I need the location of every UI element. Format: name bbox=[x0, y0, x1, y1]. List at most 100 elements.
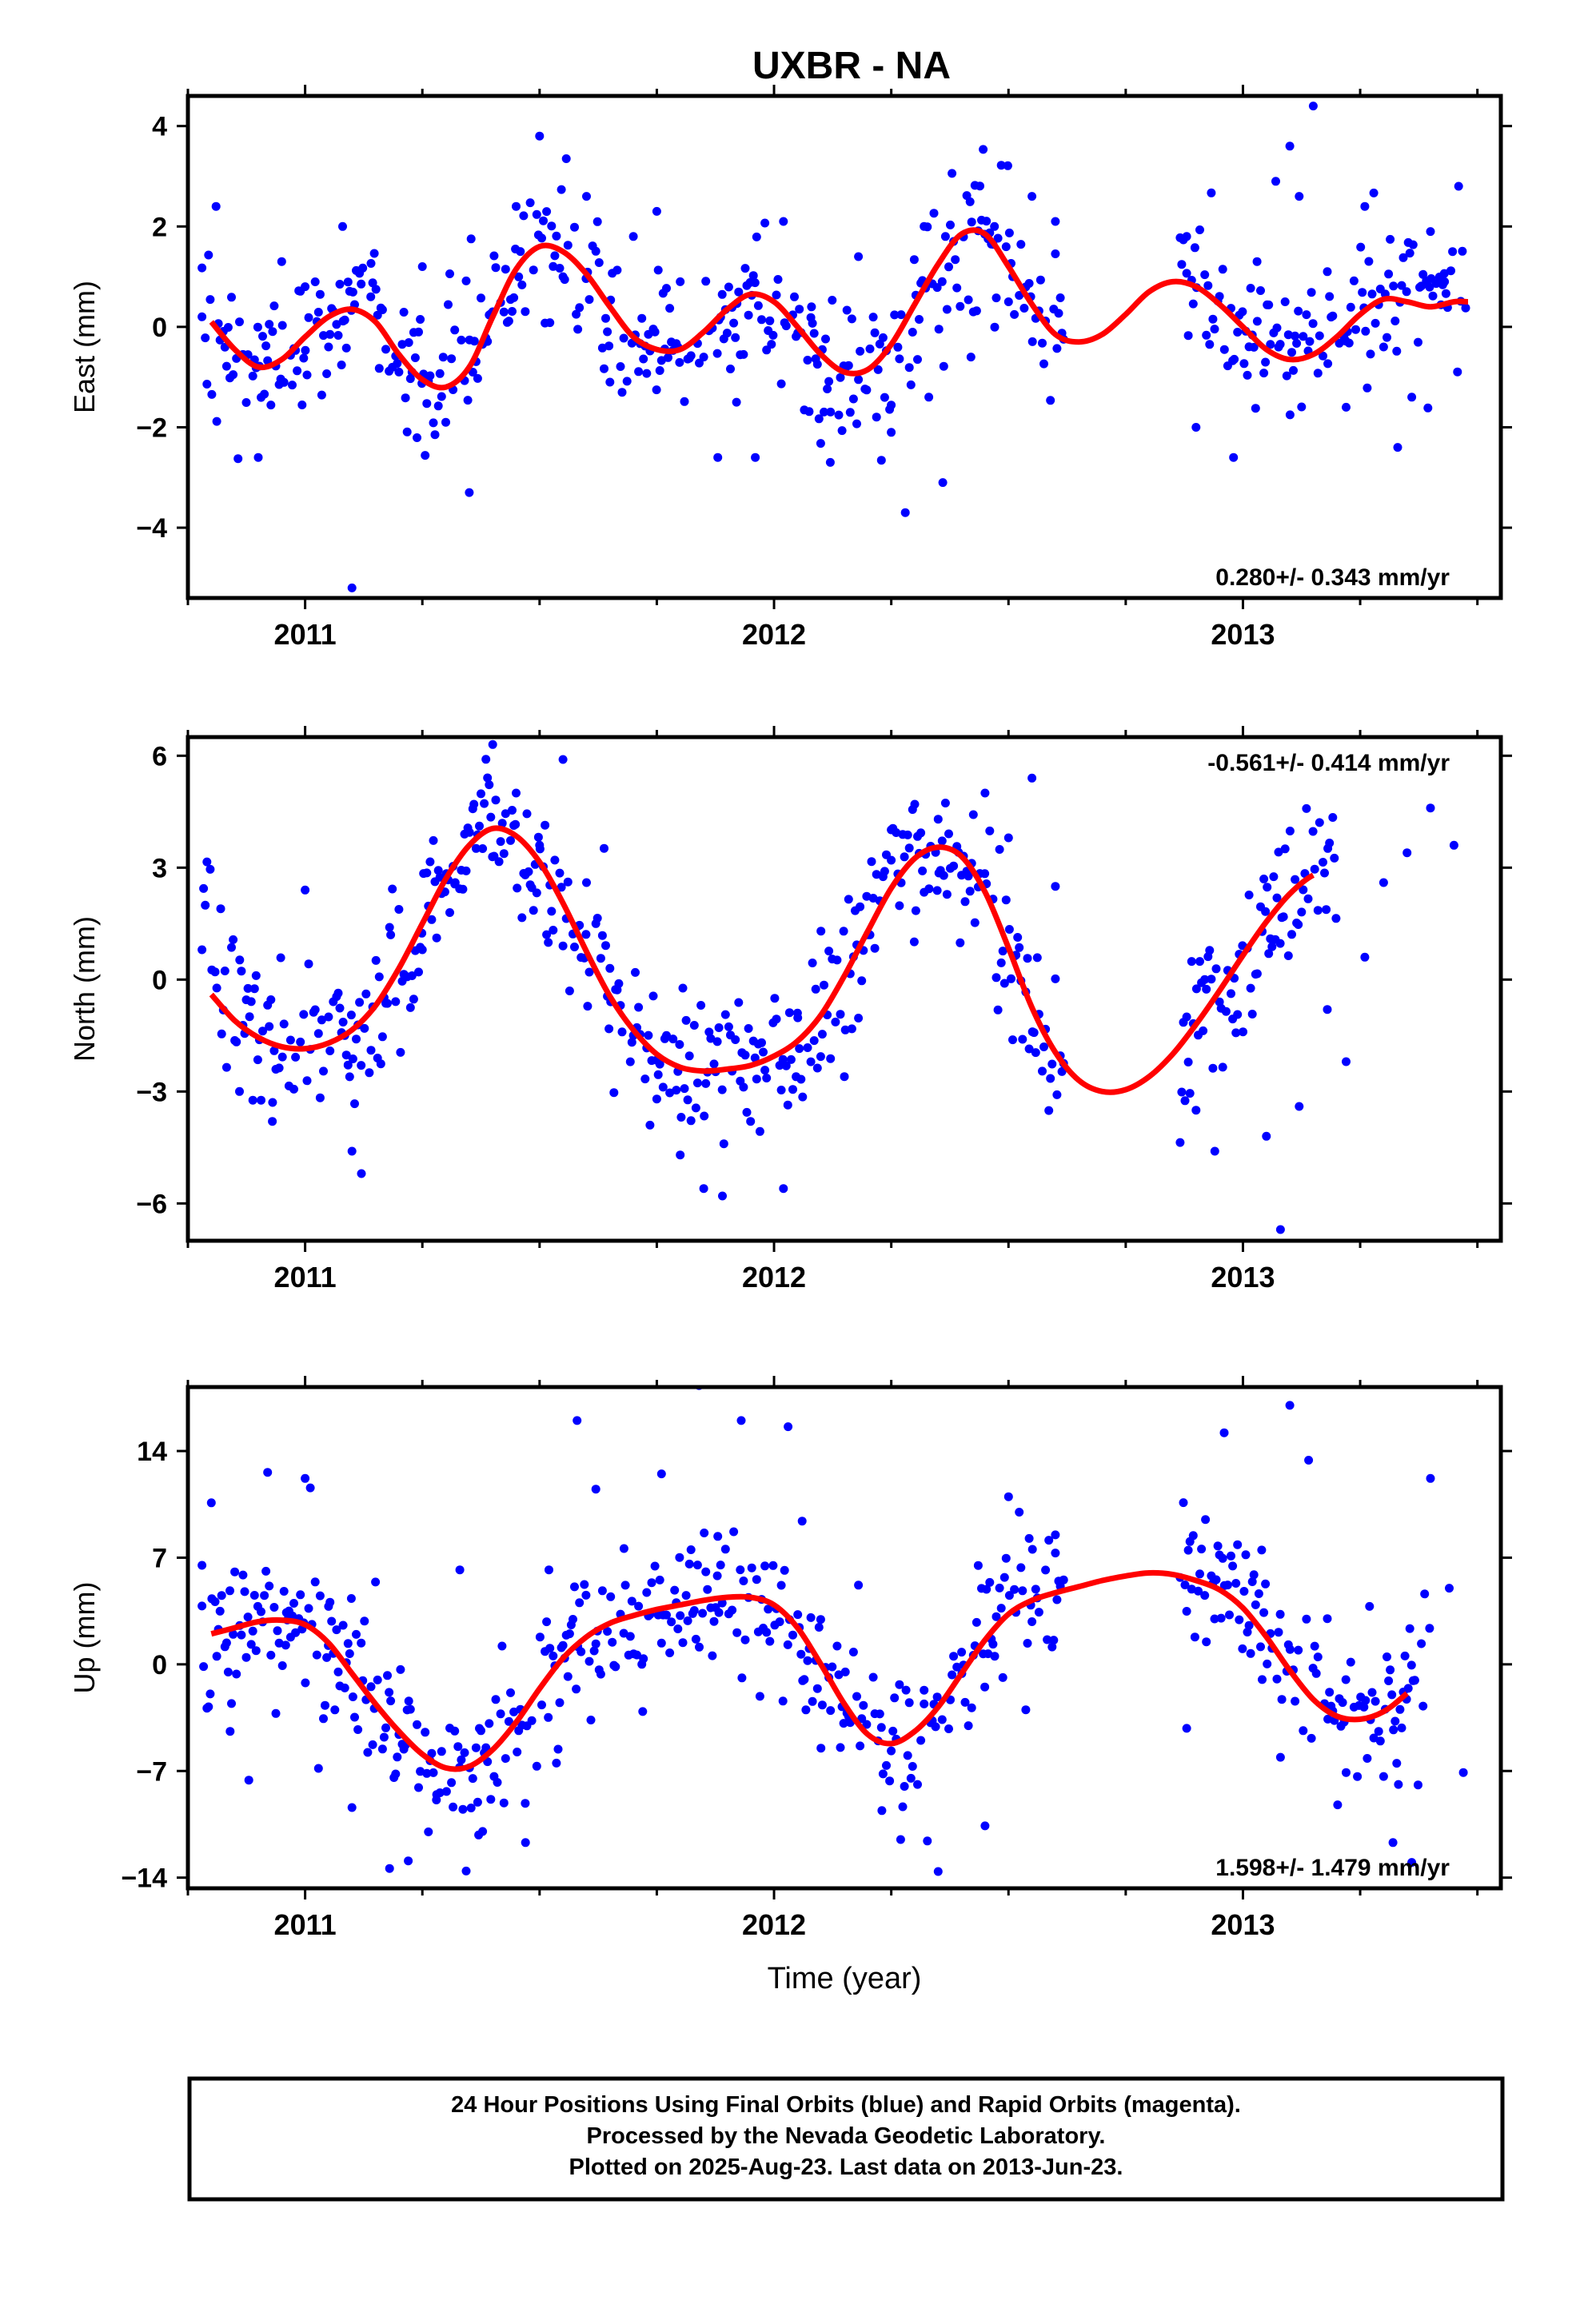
scatter-point bbox=[797, 1517, 807, 1526]
scatter-point bbox=[696, 1001, 706, 1010]
scatter-point bbox=[366, 259, 376, 268]
scatter-point bbox=[776, 1086, 786, 1094]
scatter-point bbox=[620, 1581, 630, 1590]
scatter-point bbox=[475, 821, 484, 831]
scatter-point bbox=[245, 1012, 254, 1022]
x-tick-label: 2013 bbox=[1211, 1908, 1275, 1941]
scatter-point bbox=[1027, 192, 1037, 201]
scatter-point bbox=[916, 1736, 926, 1745]
scatter-point bbox=[814, 1623, 824, 1632]
scatter-point bbox=[1016, 1563, 1026, 1573]
scatter-point bbox=[909, 255, 919, 265]
scatter-point bbox=[285, 1035, 295, 1045]
scatter-point bbox=[856, 902, 865, 911]
scatter-point bbox=[976, 181, 984, 191]
scatter-point bbox=[202, 857, 212, 867]
scatter-point bbox=[900, 508, 910, 517]
scatter-point bbox=[1291, 331, 1300, 341]
scatter-point bbox=[343, 1639, 353, 1648]
scatter-point bbox=[1049, 1636, 1059, 1645]
scatter-point bbox=[1003, 297, 1013, 306]
scatter-point bbox=[1269, 872, 1279, 882]
scatter-point bbox=[322, 369, 332, 378]
scatter-point bbox=[585, 967, 594, 977]
scatter-point bbox=[469, 799, 479, 809]
scatter-point bbox=[1271, 177, 1280, 186]
y-tick-label: 6 bbox=[152, 741, 167, 771]
scatter-point bbox=[1283, 951, 1293, 960]
scatter-point bbox=[478, 844, 488, 853]
scatter-point bbox=[862, 1720, 872, 1729]
scatter-point bbox=[481, 1743, 491, 1752]
scatter-point bbox=[1239, 1587, 1249, 1596]
scatter-point bbox=[985, 1577, 995, 1587]
scatter-point bbox=[435, 872, 445, 882]
scatter-point bbox=[681, 1015, 691, 1025]
scatter-point bbox=[896, 310, 906, 320]
scatter-point bbox=[1264, 300, 1274, 309]
scatter-point bbox=[494, 857, 504, 867]
scatter-point bbox=[312, 1650, 321, 1660]
scatter-point bbox=[1038, 338, 1047, 348]
scatter-point bbox=[421, 1728, 430, 1737]
scatter-point bbox=[1449, 840, 1458, 850]
scatter-point bbox=[1379, 1772, 1388, 1781]
scatter-point bbox=[1041, 1565, 1051, 1575]
scatter-point bbox=[1367, 1688, 1377, 1697]
scatter-point bbox=[768, 1561, 778, 1570]
scatter-point bbox=[563, 1672, 573, 1681]
scatter-point bbox=[650, 1561, 660, 1571]
scatter-point bbox=[324, 1012, 333, 1022]
scatter-point bbox=[933, 1867, 943, 1876]
scatter-point bbox=[1239, 1027, 1247, 1037]
scatter-point bbox=[1389, 281, 1398, 291]
scatter-point bbox=[572, 1684, 581, 1694]
scatter-point bbox=[670, 1585, 680, 1595]
scatter-point bbox=[1407, 1858, 1417, 1868]
scatter-point bbox=[335, 1003, 345, 1013]
scatter-point bbox=[856, 1741, 865, 1751]
fit-curve bbox=[209, 825, 1315, 1095]
scatter-point bbox=[345, 1072, 354, 1082]
scatter-point bbox=[1052, 1595, 1062, 1604]
scatter-point bbox=[1414, 1780, 1422, 1790]
scatter-point bbox=[377, 305, 387, 314]
scatter-point bbox=[529, 906, 538, 915]
scatter-point bbox=[1249, 342, 1259, 352]
scatter-point bbox=[1047, 1059, 1057, 1069]
scatter-point bbox=[967, 217, 976, 227]
scatter-point bbox=[1205, 340, 1215, 349]
scatter-point bbox=[1275, 1225, 1285, 1234]
scatter-point bbox=[376, 1059, 385, 1069]
scatter-point bbox=[501, 809, 510, 819]
scatter-point bbox=[836, 373, 845, 382]
scatter-point bbox=[1295, 192, 1304, 201]
scatter-point bbox=[268, 1098, 277, 1107]
scatter-point bbox=[1177, 1087, 1187, 1097]
scatter-point bbox=[712, 349, 722, 358]
scatter-point bbox=[887, 401, 896, 410]
scatter-point bbox=[821, 334, 830, 344]
scatter-point bbox=[274, 1063, 284, 1073]
scatter-point bbox=[461, 276, 471, 285]
scatter-point bbox=[824, 377, 834, 386]
scatter-point bbox=[432, 933, 441, 943]
scatter-point bbox=[1218, 1062, 1227, 1072]
scatter-point bbox=[1231, 1028, 1241, 1038]
scatter-point bbox=[229, 370, 238, 380]
scatter-point bbox=[565, 987, 574, 995]
scatter-point bbox=[944, 829, 953, 839]
scatter-point bbox=[952, 283, 962, 293]
scatter-point bbox=[942, 890, 952, 899]
scatter-point bbox=[221, 1638, 231, 1648]
scatter-point bbox=[823, 385, 832, 393]
scatter-point bbox=[1319, 351, 1327, 361]
scatter-point bbox=[279, 1587, 289, 1596]
scatter-point bbox=[1027, 1545, 1037, 1554]
scatter-point bbox=[937, 836, 947, 846]
scatter-point bbox=[535, 1632, 545, 1642]
scatter-point bbox=[783, 1100, 792, 1110]
scatter-point bbox=[557, 185, 566, 194]
scatter-point bbox=[535, 131, 545, 141]
scatter-point bbox=[235, 955, 245, 965]
